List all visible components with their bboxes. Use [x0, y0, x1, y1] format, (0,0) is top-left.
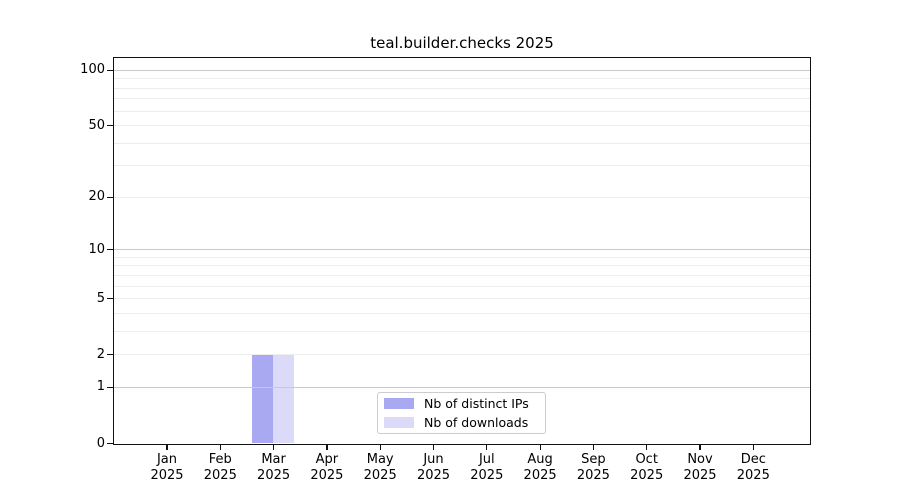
- x-tick-label-jan-2025: Jan 2025: [150, 452, 184, 483]
- x-tick-label-may-2025: May 2025: [363, 452, 397, 483]
- x-tick-mark: [699, 445, 701, 450]
- gridline-40: [114, 142, 810, 144]
- y-tick-mark: [107, 125, 113, 127]
- y-tick-label-0: 0: [96, 435, 105, 451]
- y-tick-mark: [107, 386, 113, 389]
- y-tick-label-50: 50: [88, 117, 105, 133]
- x-tick-label-dec-2025: Dec 2025: [736, 452, 770, 483]
- x-tick-mark: [379, 445, 381, 450]
- legend-item-distinct-ips: Nb of distinct IPs: [384, 395, 539, 412]
- x-tick-mark: [432, 445, 435, 450]
- gridline-70: [114, 98, 810, 100]
- x-tick-label-aug-2025: Aug 2025: [523, 452, 557, 483]
- x-tick-mark: [752, 445, 754, 450]
- legend-label-downloads: Nb of downloads: [424, 414, 529, 430]
- x-tick-mark: [539, 445, 541, 450]
- x-tick-label-jun-2025: Jun 2025: [416, 452, 451, 483]
- x-tick-mark: [486, 445, 488, 450]
- y-tick-label-20: 20: [88, 189, 105, 205]
- legend-item-downloads: Nb of downloads: [384, 414, 539, 431]
- legend-swatch-distinct-ips: [384, 398, 414, 410]
- x-tick-mark: [646, 445, 648, 450]
- y-tick-mark: [107, 196, 113, 199]
- x-tick-mark: [166, 445, 168, 450]
- gridline-100: [114, 69, 810, 71]
- x-tick-label-jul-2025: Jul 2025: [470, 452, 504, 483]
- gridline-60: [114, 110, 810, 112]
- plot-area: Nb of distinct IPs Nb of downloads: [113, 57, 811, 445]
- x-tick-label-oct-2025: Oct 2025: [630, 452, 664, 483]
- x-tick-mark: [326, 445, 328, 450]
- gridline-50: [114, 125, 810, 127]
- y-tick-mark: [107, 354, 113, 356]
- gridline-9: [114, 256, 810, 258]
- gridline-30: [114, 165, 810, 167]
- chart-title: teal.builder.checks 2025: [370, 34, 554, 52]
- gridline-90: [114, 78, 810, 80]
- gridline-80: [114, 87, 810, 89]
- y-tick-label-1: 1: [96, 379, 105, 395]
- gridline-20: [114, 196, 810, 198]
- y-tick-label-100: 100: [80, 62, 105, 78]
- bar-downloads-mar-2025: [273, 354, 295, 443]
- x-tick-mark: [592, 445, 595, 450]
- gridline-8: [114, 265, 810, 267]
- gridline-2: [114, 354, 810, 356]
- y-tick-label-2: 2: [96, 346, 105, 362]
- gridline-7: [114, 274, 810, 276]
- x-tick-label-feb-2025: Feb 2025: [203, 452, 237, 483]
- y-tick-mark: [107, 442, 113, 445]
- bar-distinct-ips-mar-2025: [252, 354, 274, 443]
- y-tick-label-5: 5: [96, 290, 105, 306]
- gridline-5: [114, 298, 810, 300]
- gridline-10: [114, 249, 810, 251]
- legend-label-distinct-ips: Nb of distinct IPs: [424, 396, 529, 412]
- gridline-3: [114, 330, 810, 332]
- y-tick-label-10: 10: [88, 241, 105, 257]
- x-tick-label-nov-2025: Nov 2025: [683, 452, 717, 483]
- gridline-4: [114, 312, 810, 314]
- gridline-6: [114, 285, 810, 287]
- x-tick-label-sep-2025: Sep 2025: [576, 452, 610, 483]
- x-tick-mark: [273, 445, 275, 450]
- legend-swatch-downloads: [384, 416, 414, 428]
- x-tick-label-mar-2025: Mar 2025: [257, 452, 291, 483]
- gridline-1: [114, 386, 810, 388]
- y-tick-mark: [107, 69, 113, 72]
- x-tick-label-apr-2025: Apr 2025: [310, 452, 344, 483]
- x-tick-mark: [219, 445, 221, 450]
- legend: Nb of distinct IPs Nb of downloads: [377, 392, 546, 434]
- y-tick-mark: [107, 298, 113, 300]
- y-tick-mark: [107, 249, 113, 251]
